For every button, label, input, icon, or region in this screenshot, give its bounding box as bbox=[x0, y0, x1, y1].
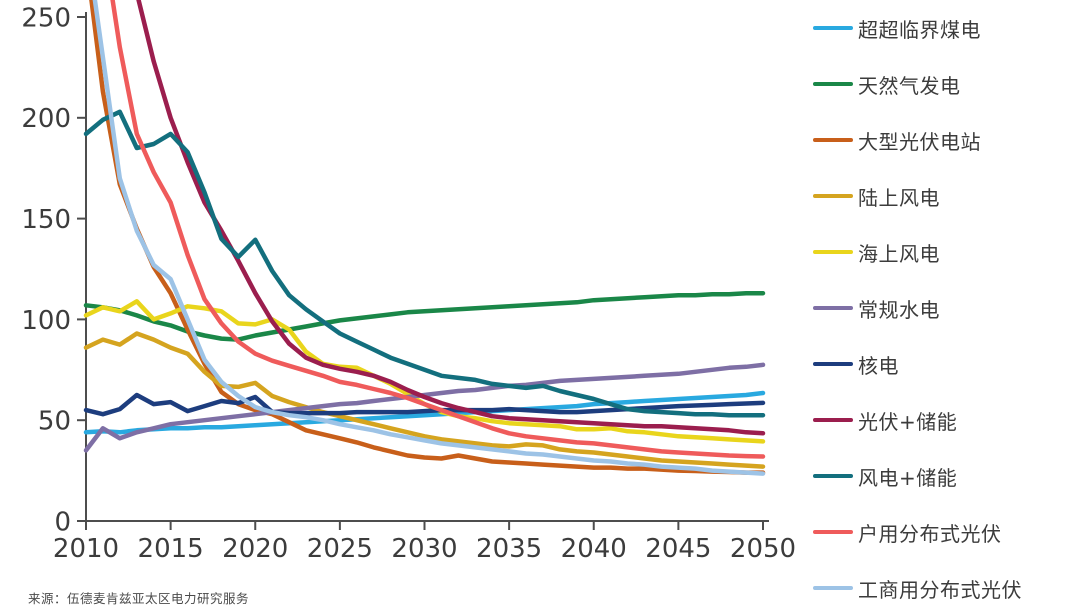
legend-item-6: 常规水电 bbox=[813, 280, 1073, 336]
series-line-2 bbox=[83, 290, 766, 342]
x-tick-label: 2030 bbox=[391, 534, 457, 564]
legend-label: 工商用分布式光伏 bbox=[858, 577, 1022, 602]
legend-label: 户用分布式光伏 bbox=[858, 521, 1002, 546]
x-tick-label: 2020 bbox=[222, 534, 288, 564]
x-tick-label: 2050 bbox=[730, 534, 796, 564]
legend-label: 光伏+储能 bbox=[858, 409, 958, 434]
y-tick-label: 100 bbox=[21, 306, 71, 336]
series-line-4 bbox=[83, 331, 766, 469]
legend-label: 核电 bbox=[858, 353, 899, 378]
y-tick-label: 200 bbox=[21, 104, 71, 134]
legend-item-5: 海上风电 bbox=[813, 224, 1073, 280]
legend-label: 天然气发电 bbox=[858, 73, 961, 98]
legend-swatch bbox=[813, 305, 853, 311]
legend-label: 海上风电 bbox=[858, 241, 940, 266]
x-tick-label: 2040 bbox=[561, 534, 627, 564]
legend-label: 风电+储能 bbox=[858, 465, 958, 490]
y-tick-label: 250 bbox=[21, 3, 71, 33]
series-line-1 bbox=[83, 390, 766, 435]
legend-swatch bbox=[813, 137, 853, 143]
legend-item-7: 核电 bbox=[813, 336, 1073, 392]
x-tick-label: 2025 bbox=[307, 534, 373, 564]
legend-label: 常规水电 bbox=[858, 297, 940, 322]
y-tick-label: 150 bbox=[21, 205, 71, 235]
legend-swatch bbox=[813, 81, 853, 87]
legend-item-9: 风电+储能 bbox=[813, 448, 1073, 504]
legend-swatch bbox=[813, 529, 853, 535]
legend-swatch bbox=[813, 417, 853, 423]
legend-item-3: 大型光伏电站 bbox=[813, 112, 1073, 168]
legend-label: 超超临界煤电 bbox=[858, 17, 981, 42]
legend-item-1: 超超临界煤电 bbox=[813, 0, 1073, 56]
source-note: 来源：伍德麦肯兹亚太区电力研究服务 bbox=[28, 591, 250, 606]
series-line-3 bbox=[89, 0, 766, 475]
legend-item-11: 工商用分布式光伏 bbox=[813, 560, 1073, 615]
legend-swatch bbox=[813, 361, 853, 367]
legend-swatch bbox=[813, 473, 853, 479]
legend-item-8: 光伏+储能 bbox=[813, 392, 1073, 448]
legend-swatch bbox=[813, 585, 853, 591]
legend-item-10: 户用分布式光伏 bbox=[813, 504, 1073, 560]
legend-label: 大型光伏电站 bbox=[858, 129, 981, 154]
legend-swatch bbox=[813, 193, 853, 199]
x-tick-label: 2010 bbox=[53, 534, 119, 564]
series-line-7 bbox=[83, 392, 766, 417]
y-tick-label: 0 bbox=[54, 507, 71, 537]
legend-item-2: 天然气发电 bbox=[813, 56, 1073, 112]
legend-swatch bbox=[813, 25, 853, 31]
x-tick-label: 2035 bbox=[476, 534, 542, 564]
series-line-9 bbox=[83, 109, 766, 418]
axis-lines bbox=[85, 12, 769, 522]
legend-label: 陆上风电 bbox=[858, 185, 940, 210]
legend: 超超临界煤电 天然气发电大型光伏电站 陆上风电海上风电常规水电核电光伏+储能风电+储… bbox=[813, 0, 1073, 615]
series-line-10 bbox=[110, 0, 766, 459]
legend-swatch bbox=[813, 249, 853, 255]
y-tick-label: 50 bbox=[38, 407, 71, 437]
legend-item-4: 陆上风电 bbox=[813, 168, 1073, 224]
series-line-8 bbox=[136, 0, 766, 436]
x-tick-label: 2045 bbox=[645, 534, 711, 564]
series-line-11 bbox=[92, 0, 766, 476]
x-tick-label: 2015 bbox=[138, 534, 204, 564]
